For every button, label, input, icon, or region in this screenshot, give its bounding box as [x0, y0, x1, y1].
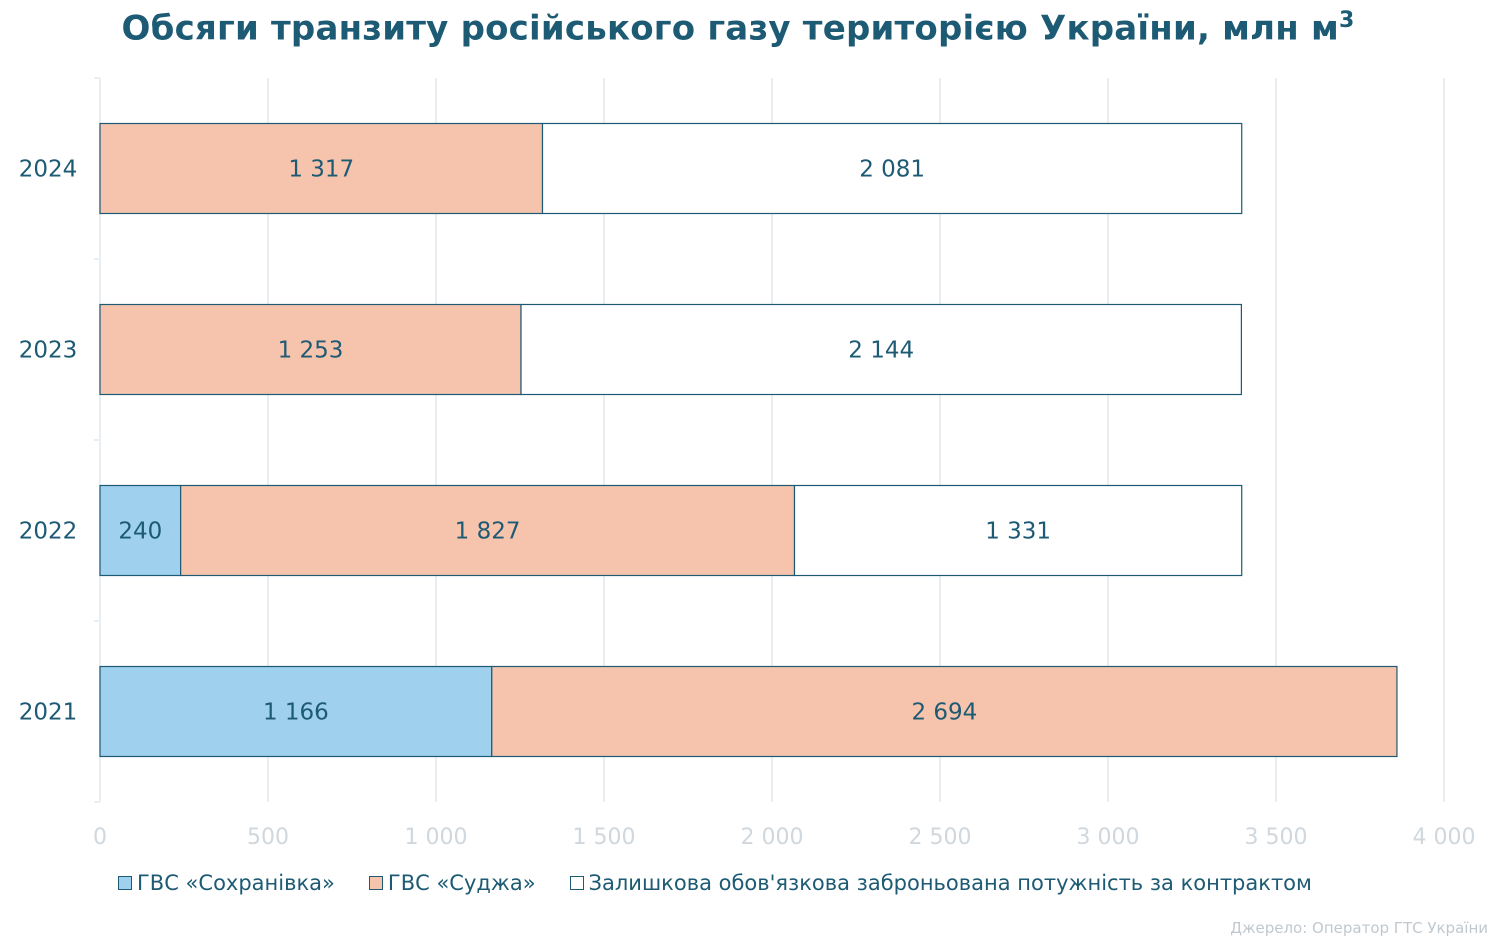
category-label: 2022	[19, 519, 78, 545]
data-label: 1 827	[455, 519, 521, 545]
bar-segment	[99, 122, 544, 215]
bar-segment	[99, 303, 522, 396]
chart-title-text: Обсяги транзиту російського газу територ…	[121, 8, 1339, 49]
chart-title: Обсяги транзиту російського газу територ…	[0, 8, 1476, 48]
category-label: 2024	[19, 157, 78, 183]
bar-segment	[180, 484, 796, 577]
bar-segment	[541, 122, 1243, 215]
legend-swatch-sokhranivka	[118, 876, 132, 890]
legend: ГВС «Сохранівка» ГВС «Суджа» Залишкова о…	[118, 871, 1346, 895]
x-tick-label: 3 500	[1245, 825, 1308, 850]
x-tick-label: 500	[247, 825, 289, 850]
chart-title-superscript: 3	[1338, 8, 1355, 33]
legend-item-sokhranivka: ГВС «Сохранівка»	[118, 871, 335, 895]
data-label: 2 081	[859, 157, 925, 183]
legend-item-sudzha: ГВС «Суджа»	[368, 871, 536, 895]
data-label: 1 331	[985, 519, 1051, 545]
legend-swatch-remaining	[569, 876, 584, 890]
source-note: Джерело: Оператор ГТС України	[1230, 919, 1488, 937]
bar-segment	[99, 665, 493, 758]
x-tick-label: 1 500	[573, 825, 636, 850]
data-label: 240	[118, 519, 162, 545]
legend-swatch-sudzha	[368, 876, 383, 890]
bar-segment	[793, 484, 1243, 577]
stacked-bar-chart: 0 500 1 000 1 500 2 000 2 500 3 000 3 500 4 000 2…	[19, 77, 1476, 850]
data-label: 2 694	[911, 700, 977, 726]
x-tick-label: 2 000	[741, 825, 804, 850]
legend-label-remaining: Залишкова обов'язкова заброньована потуж…	[588, 871, 1312, 895]
data-label: 1 166	[263, 700, 329, 726]
x-tick-label: 4 000	[1413, 825, 1476, 850]
category-label: 2023	[19, 338, 78, 364]
bar-segment	[491, 665, 1398, 758]
legend-item-remaining: Залишкова обов'язкова заброньована потуж…	[569, 871, 1312, 895]
x-tick-label: 0	[93, 825, 107, 850]
x-tick-label: 1 000	[405, 825, 468, 850]
legend-label-sudzha: ГВС «Суджа»	[387, 871, 536, 895]
category-label: 2021	[19, 700, 78, 726]
bar-segment	[99, 484, 182, 577]
data-label: 1 317	[288, 157, 354, 183]
bar-segment	[520, 303, 1242, 396]
data-label: 2 144	[848, 338, 914, 364]
x-tick-label: 3 000	[1077, 825, 1140, 850]
x-tick-label: 2 500	[909, 825, 972, 850]
legend-label-sokhranivka: ГВС «Сохранівка»	[137, 871, 335, 895]
data-label: 1 253	[278, 338, 344, 364]
